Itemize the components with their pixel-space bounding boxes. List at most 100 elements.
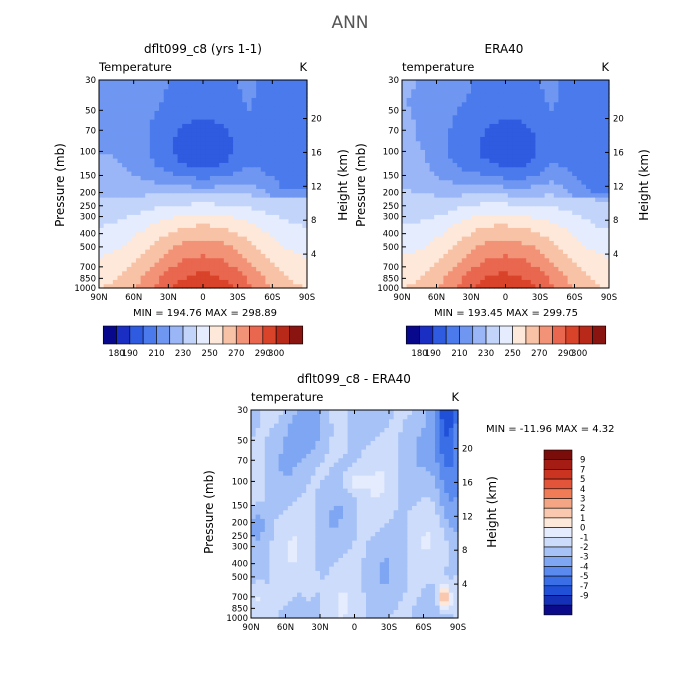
contour-cell [264,587,270,593]
contour-cell [425,179,431,185]
contour-cell [448,114,454,120]
contour-cell [553,110,559,116]
contour-cell [415,127,421,133]
contour-cell [168,253,174,259]
contour-cell [402,132,408,137]
contour-cell [521,93,527,98]
contour-cell [256,197,262,202]
contour-cell [219,175,225,181]
contour-cell [306,592,312,597]
contour-cell [453,600,459,606]
contour-cell [172,236,179,241]
contour-cell [122,101,128,107]
contour-cell [149,223,156,228]
contour-cell [172,145,179,150]
contour-cell [191,227,197,233]
contour-cell [558,114,564,120]
contour-cell [154,179,160,185]
contour-cell [466,101,472,107]
contour-cell [572,140,578,146]
contour-cell [205,80,211,85]
contour-cell [370,574,376,580]
contour-cell [172,184,179,189]
contour-cell [461,231,467,237]
contour-cell [567,179,573,185]
contour-cell [279,214,285,220]
contour-cell [196,266,202,272]
contour-cell [237,171,243,176]
contour-cell [297,283,303,289]
contour-cell [563,262,569,267]
contour-cell [448,253,454,259]
contour-cell [526,158,532,163]
contour-cell [530,101,536,107]
contour-cell [480,80,486,85]
contour-cell [475,123,481,129]
contour-cell [521,175,527,181]
contour-cell [375,600,381,606]
contour-cell [177,279,183,285]
contour-cell [466,114,472,120]
contour-cell [438,106,444,111]
contour-cell [421,587,427,593]
contour-cell [260,153,266,159]
contour-cell [599,175,605,181]
contour-cell [251,223,257,228]
contour-cell [581,132,587,137]
contour-cell [416,592,422,597]
contour-cell [457,114,463,120]
contour-cell [572,262,578,267]
contour-cell [434,179,440,185]
contour-cell [186,162,193,168]
contour-cell [434,184,440,189]
contour-cell [507,84,513,90]
contour-cell [549,140,555,146]
contour-cell [270,162,276,168]
contour-cell [549,93,555,98]
contour-cell [402,574,408,580]
y-tick-label: 700 [383,263,399,273]
contour-cell [503,123,509,129]
contour-cell [521,205,527,211]
colorbar-box [405,325,420,345]
contour-cell [452,197,458,202]
contour-cell [429,166,435,172]
contour-cell [293,253,299,259]
contour-cell [149,114,156,120]
contour-cell [145,192,151,198]
contour-cell [581,179,587,185]
contour-cell [154,184,160,189]
contour-cell [425,600,431,606]
contour-cell [604,84,610,90]
y-tick-label: 150 [383,171,399,181]
contour-cell [288,192,294,198]
contour-cell [242,275,248,280]
contour-cell [297,145,303,150]
contour-cell [347,596,353,602]
contour-cell [274,166,280,172]
contour-cell [163,184,169,189]
contour-cell [219,210,225,215]
contour-cell [191,149,197,155]
contour-cell [457,266,463,272]
contour-cell [581,93,587,98]
contour-cell [549,114,555,120]
contour-cell [278,592,284,597]
contour-cell [438,162,444,168]
y-axis-title: Pressure (mb) [53,143,67,227]
contour-cell [604,192,610,198]
contour-cell [604,188,610,194]
contour-cell [103,145,109,150]
contour-cell [338,609,344,615]
contour-cell [260,587,266,593]
contour-cell [494,236,500,241]
contour-cell [420,197,426,202]
contour-cell [306,609,312,615]
contour-cell [209,244,216,250]
contour-cell [154,197,160,202]
units-label: K [601,60,609,74]
contour-cell [172,153,179,159]
contour-cell [237,84,243,90]
contour-cell [434,97,440,103]
contour-cell [535,175,541,181]
